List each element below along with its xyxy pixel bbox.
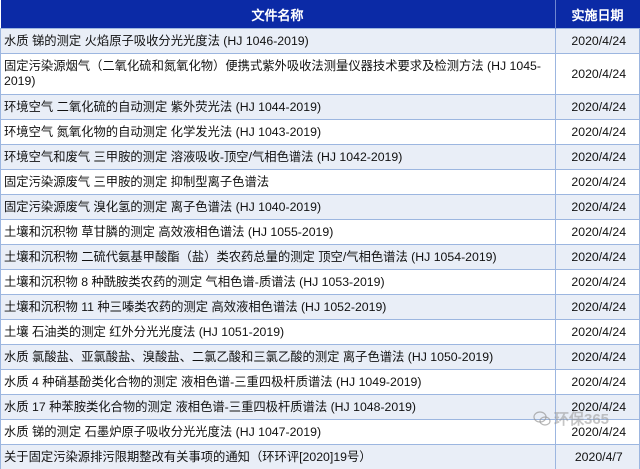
file-name-cell: 固定污染源烟气（二氧化硫和氮氧化物）便携式紫外吸收法测量仪器技术要求及检测方法 … [1,54,556,95]
watermark-text: 环保365 [554,408,609,429]
file-name-cell: 固定污染源废气 三甲胺的测定 抑制型离子色谱法 [1,170,556,195]
table-row: 固定污染源烟气（二氧化硫和氮氧化物）便携式紫外吸收法测量仪器技术要求及检测方法 … [1,54,640,95]
table-row: 土壤和沉积物 11 种三嗪类农药的测定 高效液相色谱法 (HJ 1052-201… [1,295,640,320]
table-row: 水质 4 种硝基酚类化合物的测定 液相色谱-三重四极杆质谱法 (HJ 1049-… [1,370,640,395]
file-name-cell: 水质 4 种硝基酚类化合物的测定 液相色谱-三重四极杆质谱法 (HJ 1049-… [1,370,556,395]
file-name-cell: 环境空气 氮氧化物的自动测定 化学发光法 (HJ 1043-2019) [1,120,556,145]
table-row: 环境空气 二氧化硫的自动测定 紫外荧光法 (HJ 1044-2019)2020/… [1,95,640,120]
file-name-cell: 环境空气 二氧化硫的自动测定 紫外荧光法 (HJ 1044-2019) [1,95,556,120]
table-row: 水质 锑的测定 火焰原子吸收分光光度法 (HJ 1046-2019)2020/4… [1,29,640,54]
table-row: 关于固定污染源排污限期整改有关事项的通知（环环评[2020]19号）2020/4… [1,445,640,469]
header-file-name: 文件名称 [1,0,556,29]
file-name-cell: 环境空气和废气 三甲胺的测定 溶液吸收-顶空/气相色谱法 (HJ 1042-20… [1,145,556,170]
file-name-cell: 土壤和沉积物 11 种三嗪类农药的测定 高效液相色谱法 (HJ 1052-201… [1,295,556,320]
date-cell: 2020/4/7 [555,445,640,469]
date-cell: 2020/4/24 [555,295,640,320]
table-row: 土壤和沉积物 草甘膦的测定 高效液相色谱法 (HJ 1055-2019)2020… [1,220,640,245]
file-name-cell: 土壤 石油类的测定 红外分光光度法 (HJ 1051-2019) [1,320,556,345]
file-name-cell: 关于固定污染源排污限期整改有关事项的通知（环环评[2020]19号） [1,445,556,469]
file-name-cell: 水质 17 种苯胺类化合物的测定 液相色谱-三重四极杆质谱法 (HJ 1048-… [1,395,556,420]
date-cell: 2020/4/24 [555,245,640,270]
file-name-cell: 固定污染源废气 溴化氢的测定 离子色谱法 (HJ 1040-2019) [1,195,556,220]
date-cell: 2020/4/24 [555,270,640,295]
watermark: 环保365 [533,408,609,429]
date-cell: 2020/4/24 [555,145,640,170]
file-name-cell: 水质 锑的测定 火焰原子吸收分光光度法 (HJ 1046-2019) [1,29,556,54]
file-name-cell: 水质 氯酸盐、亚氯酸盐、溴酸盐、二氯乙酸和三氯乙酸的测定 离子色谱法 (HJ 1… [1,345,556,370]
table-row: 环境空气 氮氧化物的自动测定 化学发光法 (HJ 1043-2019)2020/… [1,120,640,145]
date-cell: 2020/4/24 [555,370,640,395]
table-row: 土壤和沉积物 8 种酰胺类农药的测定 气相色谱-质谱法 (HJ 1053-201… [1,270,640,295]
file-name-cell: 土壤和沉积物 二硫代氨基甲酸酯（盐）类农药总量的测定 顶空/气相色谱法 (HJ … [1,245,556,270]
table-header-row: 文件名称 实施日期 [1,0,640,29]
date-cell: 2020/4/24 [555,29,640,54]
table-row: 水质 氯酸盐、亚氯酸盐、溴酸盐、二氯乙酸和三氯乙酸的测定 离子色谱法 (HJ 1… [1,345,640,370]
table-row: 环境空气和废气 三甲胺的测定 溶液吸收-顶空/气相色谱法 (HJ 1042-20… [1,145,640,170]
header-date: 实施日期 [555,0,640,29]
file-name-cell: 土壤和沉积物 8 种酰胺类农药的测定 气相色谱-质谱法 (HJ 1053-201… [1,270,556,295]
date-cell: 2020/4/24 [555,95,640,120]
date-cell: 2020/4/24 [555,345,640,370]
wechat-icon [533,411,551,427]
file-name-cell: 土壤和沉积物 草甘膦的测定 高效液相色谱法 (HJ 1055-2019) [1,220,556,245]
table-row: 固定污染源废气 溴化氢的测定 离子色谱法 (HJ 1040-2019)2020/… [1,195,640,220]
file-name-cell: 水质 锑的测定 石墨炉原子吸收分光光度法 (HJ 1047-2019) [1,420,556,445]
date-cell: 2020/4/24 [555,170,640,195]
table-row: 土壤和沉积物 二硫代氨基甲酸酯（盐）类农药总量的测定 顶空/气相色谱法 (HJ … [1,245,640,270]
date-cell: 2020/4/24 [555,120,640,145]
date-cell: 2020/4/24 [555,220,640,245]
date-cell: 2020/4/24 [555,320,640,345]
date-cell: 2020/4/24 [555,195,640,220]
date-cell: 2020/4/24 [555,54,640,95]
table-row: 土壤 石油类的测定 红外分光光度法 (HJ 1051-2019)2020/4/2… [1,320,640,345]
